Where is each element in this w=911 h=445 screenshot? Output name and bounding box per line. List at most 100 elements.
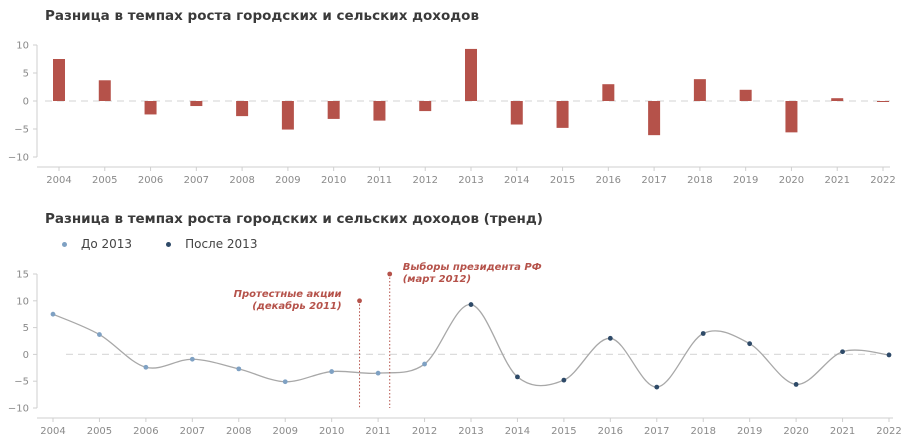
x-tick-label: 2007 [180, 426, 205, 437]
data-point [747, 341, 753, 347]
x-tick-label: 2017 [644, 426, 669, 437]
bar [281, 101, 294, 130]
annotation-point [387, 271, 393, 277]
data-point [375, 370, 381, 376]
x-tick-label: 2012 [412, 175, 437, 186]
x-tick-label: 2009 [275, 175, 300, 186]
x-tick-label: 2012 [412, 426, 437, 437]
bar [739, 89, 752, 101]
x-tick-label: 2016 [596, 175, 621, 186]
y-tick-label: 5 [23, 323, 29, 334]
y-tick-label: 10 [16, 296, 29, 307]
data-point [329, 369, 335, 374]
y-tick-label: 0 [23, 97, 29, 108]
bar [373, 101, 386, 121]
x-tick-label: 2014 [504, 175, 529, 186]
data-point [515, 374, 520, 380]
bar [190, 101, 203, 107]
x-tick-label: 2021 [824, 175, 849, 186]
x-tick-label: 2008 [226, 426, 251, 437]
annotation-label: (декабрь 2011) [252, 300, 341, 312]
data-point [886, 352, 892, 358]
x-tick-label: 2013 [458, 426, 483, 437]
data-point [50, 311, 56, 317]
data-point [189, 356, 195, 362]
legend-item-before-2013: До 2013 [62, 237, 132, 251]
legend-marker-before-2013 [62, 241, 67, 247]
x-tick-label: 2013 [458, 175, 483, 186]
y-tick-label: −5 [14, 125, 29, 136]
x-tick-label: 2020 [783, 426, 808, 437]
bar [785, 101, 798, 133]
bar [510, 101, 523, 125]
x-tick-label: 2009 [272, 426, 297, 437]
x-tick-label: 2005 [92, 175, 117, 186]
x-tick-label: 2010 [319, 426, 344, 437]
bar [144, 101, 157, 115]
data-point [840, 349, 845, 355]
x-tick-label: 2015 [551, 426, 576, 437]
x-tick-label: 2014 [505, 426, 530, 437]
x-tick-label: 2015 [550, 175, 575, 186]
data-point [468, 302, 474, 307]
x-tick-label: 2011 [365, 426, 390, 437]
x-tick-label: 2021 [830, 426, 855, 437]
annotation-label: Выборы президента РФ [403, 261, 542, 273]
x-tick-label: 2010 [321, 175, 346, 186]
data-point [282, 379, 288, 385]
legend-label-before-2013: До 2013 [81, 237, 133, 251]
bar-chart: 10 5 0 −5 −10 2004 2005 2006 2007 2008 2009 2010 201… [8, 41, 896, 187]
data-point [97, 332, 102, 337]
x-tick-label: 2004 [40, 426, 65, 437]
x-tick-label: 2011 [367, 175, 392, 186]
x-tick-label: 2004 [46, 175, 71, 186]
bar [419, 101, 432, 112]
x-tick-label: 2018 [690, 426, 715, 437]
y-tick-label: −10 [8, 153, 29, 164]
annotation-point [357, 298, 362, 304]
bar [236, 101, 249, 117]
x-tick-label: 2022 [870, 175, 895, 186]
legend-label-after-2013: После 2013 [185, 237, 258, 251]
bar [693, 79, 706, 101]
data-point [236, 366, 242, 372]
y-tick-label: 0 [23, 350, 29, 361]
bar [877, 101, 889, 102]
chart-2-legend: До 2013 После 2013 [62, 237, 257, 251]
data-point [654, 384, 660, 390]
y-tick-label: −10 [8, 404, 29, 415]
annotation-label: Протестные акции [234, 289, 342, 300]
bar [53, 59, 65, 101]
y-tick-label: 5 [23, 69, 29, 80]
data-point [143, 364, 149, 370]
chart-2-title: Разница в темпах роста городских и сельс… [45, 211, 543, 227]
x-tick-label: 2016 [598, 426, 623, 437]
bar [98, 80, 111, 101]
bar [648, 101, 661, 136]
bar [602, 84, 615, 101]
legend-item-after-2013: После 2013 [166, 237, 257, 251]
x-tick-label: 2020 [779, 175, 804, 186]
chart-1-title: Разница в темпах роста городских и сельс… [45, 8, 479, 24]
x-tick-label: 2006 [138, 175, 163, 186]
data-point [700, 331, 706, 336]
x-tick-label: 2005 [87, 426, 112, 437]
data-point [422, 361, 427, 367]
bar [327, 101, 340, 119]
data-point [607, 335, 613, 341]
y-tick-label: 15 [16, 270, 29, 281]
bar [831, 98, 844, 101]
x-tick-label: 2006 [133, 426, 158, 437]
x-tick-label: 2019 [733, 175, 758, 186]
y-tick-label: 10 [16, 41, 29, 52]
data-point [561, 377, 567, 383]
bar [556, 101, 569, 128]
data-point [793, 382, 799, 387]
x-tick-label: 2022 [876, 426, 901, 437]
trend-line [52, 303, 890, 388]
x-tick-label: 2019 [737, 426, 762, 437]
annotation-label: (март 2012) [403, 274, 471, 285]
x-tick-label: 2007 [184, 175, 209, 186]
legend-marker-after-2013 [166, 241, 172, 247]
